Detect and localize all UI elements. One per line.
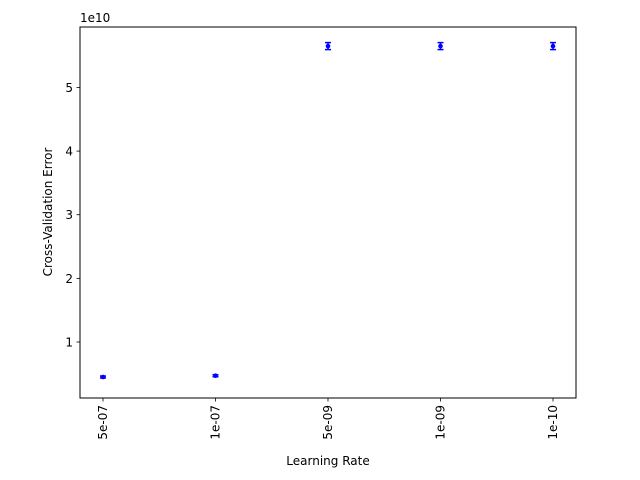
y-tick-label: 3 [65,208,73,222]
x-tick-label: 1e-07 [209,405,223,440]
data-point [213,373,218,379]
y-axis-label: Cross-Validation Error [41,148,55,277]
x-tick-label: 5e-07 [96,405,110,440]
y-tick-label: 1 [65,336,73,350]
data-point [100,374,106,380]
data-points [100,41,556,380]
x-tick-label: 5e-09 [321,405,335,440]
data-point [325,43,331,49]
y-tick-label: 4 [65,145,73,159]
y-tick-label: 2 [65,272,73,286]
data-point [438,43,443,49]
x-tick-label: 1e-10 [546,405,560,440]
data-point [550,43,556,49]
plot-frame [79,26,577,399]
axis-ticks: 1 2 3 4 5 5e-07 1e-07 5e-09 1e-09 1e-10 [65,81,560,440]
y-tick-label: 5 [65,81,73,95]
x-tick-label: 1e-09 [434,405,448,440]
x-axis-label: Learning Rate [286,454,369,468]
y-multiplier-label: 1e10 [80,11,110,25]
